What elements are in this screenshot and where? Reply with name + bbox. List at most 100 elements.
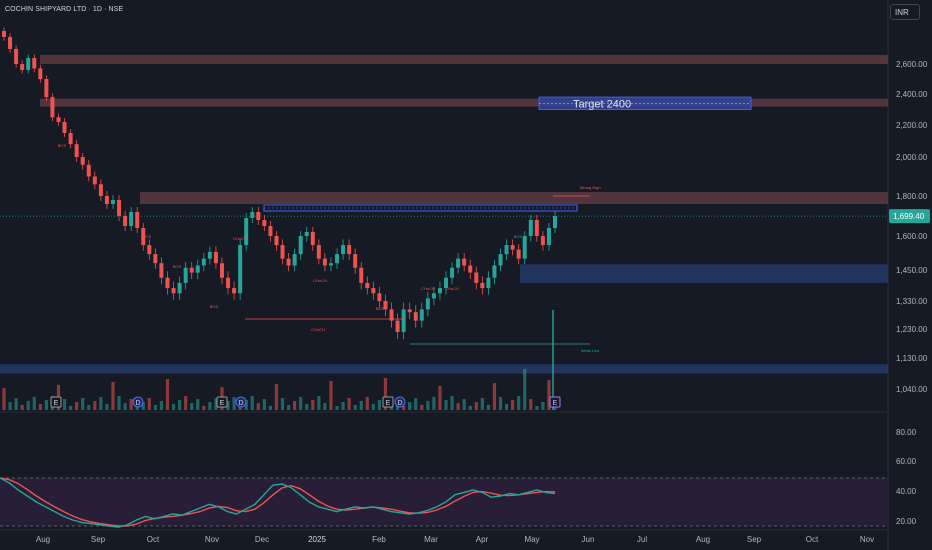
volume-bar (262, 399, 266, 410)
candle-body (80, 157, 85, 165)
candle-body (189, 267, 194, 273)
candle-body (135, 212, 140, 228)
candle-body (74, 144, 79, 157)
x-tick-10: Jun (582, 535, 595, 544)
volume-bar (529, 399, 533, 410)
symbol-title: COCHIN SHIPYARD LTD · 1D · NSE (5, 6, 124, 13)
volume-bar (329, 381, 333, 410)
annotation-label-11: Strong High (579, 185, 600, 190)
candle-body (419, 309, 424, 321)
volume-bar (129, 399, 133, 410)
volume-bar (93, 401, 97, 410)
annotation-label-2: BOS (173, 264, 182, 269)
annotation-label-5: CHoCH (233, 236, 247, 241)
candle-body (425, 298, 430, 310)
earnings-marker-4 (382, 396, 394, 408)
price-tick-0: 2,600.00 (896, 60, 928, 69)
volume-bar (141, 402, 145, 410)
x-tick-12: Aug (696, 535, 710, 544)
x-tick-11: Jul (637, 535, 647, 544)
volume-bar (414, 398, 418, 410)
volume-bar (81, 398, 85, 410)
event-marker-label-6: E (553, 400, 558, 407)
volume-bar (165, 379, 170, 410)
zone-support-3 (520, 264, 888, 283)
volume-bar (535, 406, 539, 410)
annotation-label-7: CHoCH (421, 286, 435, 291)
currency-button[interactable]: INR (890, 4, 920, 20)
earnings-marker-2 (216, 396, 228, 408)
candle-body (413, 312, 418, 321)
x-tick-7: Mar (424, 535, 438, 544)
candle-body (86, 164, 91, 177)
candle-body (456, 258, 461, 268)
volume-bar (383, 378, 388, 410)
candle-body (437, 288, 442, 294)
candle-body (62, 121, 67, 133)
volume-bar (75, 402, 79, 410)
x-tick-8: Apr (476, 535, 489, 544)
volume-bar (317, 396, 321, 410)
volume-bar (214, 398, 218, 410)
current-price-text: 1,699.40 (893, 212, 925, 221)
candle-body (195, 265, 200, 273)
x-tick-15: Nov (860, 535, 874, 544)
candle-body (268, 226, 273, 236)
dividend-marker-3 (235, 396, 247, 408)
candle-body (310, 232, 315, 246)
rsi-ma-line (0, 477, 556, 527)
candle-body (298, 236, 303, 255)
candle-body (201, 258, 206, 266)
candle-body (474, 272, 479, 283)
candle-body (165, 277, 170, 289)
candle-body (14, 49, 19, 64)
x-tick-1: Sep (91, 535, 106, 544)
candle-body (359, 267, 364, 283)
volume-bar (280, 398, 285, 410)
candle-body (183, 267, 188, 283)
candle-body (510, 245, 515, 250)
annotation-label-3: CHoCH (311, 327, 325, 332)
earnings-marker-0 (50, 396, 62, 408)
volume-bar (117, 396, 121, 410)
volume-bar (99, 397, 103, 410)
candle-body (2, 31, 6, 37)
x-tick-14: Oct (806, 535, 819, 544)
volume-bar (311, 400, 315, 410)
volume-bar (147, 398, 151, 410)
candle-body (540, 236, 545, 246)
price-tick-6: 1,450.00 (896, 266, 928, 275)
volume-bar (62, 399, 67, 410)
price-tick-4: 1,800.00 (896, 192, 928, 201)
candle-body (256, 212, 261, 220)
volume-bar (541, 402, 545, 410)
volume-bar (256, 403, 260, 410)
candle-body (395, 320, 400, 332)
candle-body (480, 282, 485, 289)
annotation-label-1: BOS (143, 234, 152, 239)
candle-body (347, 245, 352, 255)
volume-bar (69, 406, 73, 410)
volume-bar (184, 396, 188, 410)
candle-body (534, 220, 539, 236)
candle-body (207, 251, 212, 259)
candle-body (244, 218, 249, 246)
volume-bar (323, 403, 327, 410)
price-tick-9: 1,130.00 (896, 354, 928, 363)
dividend-marker-1 (132, 396, 144, 408)
volume-bar (347, 398, 351, 410)
volume-bar (20, 405, 24, 410)
volume-bar (486, 405, 490, 410)
annotation-label-8: BOS (376, 306, 385, 311)
rsi-line (0, 477, 556, 528)
event-marker-label-3: D (238, 400, 243, 407)
candle-body (226, 277, 231, 289)
volume-bar (371, 404, 375, 410)
volume-bar (462, 399, 466, 410)
candle-body (8, 37, 13, 49)
candle-body (365, 282, 370, 289)
candle-body (44, 79, 49, 98)
volume-bar (456, 403, 460, 410)
